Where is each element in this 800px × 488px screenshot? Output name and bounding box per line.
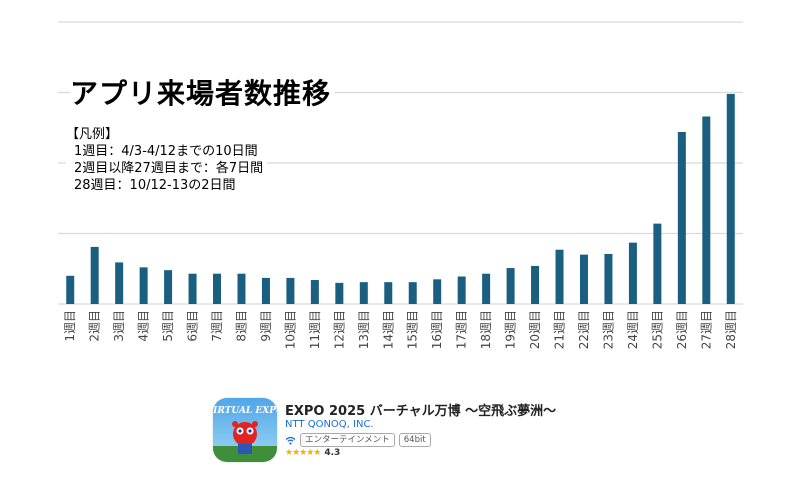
bar bbox=[433, 279, 442, 304]
x-tick-label: 9週目 bbox=[259, 310, 273, 342]
x-tick-label: 14週目 bbox=[381, 310, 395, 349]
bar bbox=[653, 223, 662, 304]
bar bbox=[604, 253, 613, 304]
wifi-icon bbox=[285, 436, 296, 445]
x-tick-label: 5週目 bbox=[161, 310, 175, 342]
bar bbox=[90, 246, 99, 304]
bar bbox=[359, 282, 368, 304]
x-tick-label: 11週目 bbox=[308, 310, 322, 349]
x-tick-label: 7週目 bbox=[210, 310, 224, 342]
bar bbox=[213, 273, 222, 304]
x-tick-label: 16週目 bbox=[430, 310, 444, 349]
chart-bars bbox=[66, 93, 735, 304]
bar bbox=[506, 268, 515, 304]
app-meta: エンターテインメント 64bit bbox=[285, 433, 431, 447]
x-tick-label: 23週目 bbox=[601, 310, 615, 349]
x-tick-label: 22週目 bbox=[577, 310, 591, 349]
x-tick-label: 27週目 bbox=[699, 310, 713, 349]
x-tick-label: 19週目 bbox=[504, 310, 518, 349]
x-tick-label: 17週目 bbox=[455, 310, 469, 349]
bar bbox=[66, 275, 75, 304]
chart-x-tick-labels: 1週目 2週目 3週目 4週目 5週目 6週目 7週目 8週目 9週目 10週目 11週目 12週目 1… bbox=[63, 310, 738, 349]
x-tick-label: 10週目 bbox=[283, 310, 297, 349]
bar bbox=[310, 280, 319, 304]
x-tick-label: 20週目 bbox=[528, 310, 542, 349]
bar bbox=[164, 270, 173, 304]
app-icon-logo-text: VIRTUAL EXPO bbox=[213, 406, 277, 416]
x-tick-label: 3週目 bbox=[112, 310, 126, 342]
bar bbox=[261, 277, 270, 304]
category-badge: エンターテインメント bbox=[300, 433, 395, 447]
legend-line: 1週目：4/3-4/12までの10日間 bbox=[74, 144, 258, 159]
x-tick-label: 21週目 bbox=[553, 310, 567, 349]
x-tick-label: 15週目 bbox=[406, 310, 420, 349]
bar bbox=[115, 262, 124, 304]
x-tick-label: 13週目 bbox=[357, 310, 371, 349]
app-icon[interactable]: VIRTUAL EXPO bbox=[213, 398, 277, 462]
bar bbox=[384, 282, 393, 304]
bar bbox=[702, 116, 711, 304]
star-rating-icon: ★★★★★ bbox=[285, 448, 321, 458]
chart-title: アプリ来場者数推移 bbox=[70, 76, 336, 112]
bar bbox=[335, 282, 344, 304]
x-tick-label: 2週目 bbox=[88, 310, 102, 342]
rating-value: 4.3 bbox=[324, 448, 341, 458]
bar bbox=[139, 267, 148, 304]
bar bbox=[408, 282, 417, 304]
x-tick-label: 24週目 bbox=[626, 310, 640, 349]
bar bbox=[457, 276, 466, 304]
x-tick-label: 6週目 bbox=[186, 310, 200, 342]
bar bbox=[555, 249, 564, 304]
x-tick-label: 8週目 bbox=[234, 310, 248, 342]
legend-line: 2週目以降27週目まで：各7日間 bbox=[74, 161, 264, 176]
bar bbox=[628, 242, 637, 304]
app-name[interactable]: EXPO 2025 バーチャル万博 ～空飛ぶ夢洲～ bbox=[285, 404, 557, 419]
x-tick-label: 4週目 bbox=[137, 310, 151, 342]
bar bbox=[677, 131, 686, 304]
app-info-card[interactable]: VIRTUAL EXPO EXPO 2025 バーチャル万博 ～空飛ぶ夢洲～ N… bbox=[213, 398, 633, 464]
bar bbox=[531, 265, 540, 304]
x-tick-label: 12週目 bbox=[332, 310, 346, 349]
x-tick-label: 26週目 bbox=[675, 310, 689, 349]
bar bbox=[188, 273, 197, 304]
x-tick-label: 25週目 bbox=[650, 310, 664, 349]
bar bbox=[482, 273, 491, 304]
legend-note: 【凡例】 1週目：4/3-4/12までの10日間 2週目以降27週目まで：各7日… bbox=[66, 126, 268, 194]
bar bbox=[286, 277, 295, 304]
x-tick-label: 28週目 bbox=[724, 310, 738, 349]
app-rating: ★★★★★ 4.3 bbox=[285, 448, 340, 458]
legend-heading: 【凡例】 bbox=[66, 127, 119, 142]
arch-badge: 64bit bbox=[398, 433, 431, 447]
x-tick-label: 18週目 bbox=[479, 310, 493, 349]
bar bbox=[237, 273, 246, 304]
app-developer[interactable]: NTT QONOQ, INC. bbox=[285, 419, 374, 430]
x-tick-label: 1週目 bbox=[63, 310, 77, 342]
bar bbox=[579, 254, 588, 304]
legend-line: 28週目：10/12-13の2日間 bbox=[74, 178, 236, 193]
bar bbox=[726, 93, 735, 304]
